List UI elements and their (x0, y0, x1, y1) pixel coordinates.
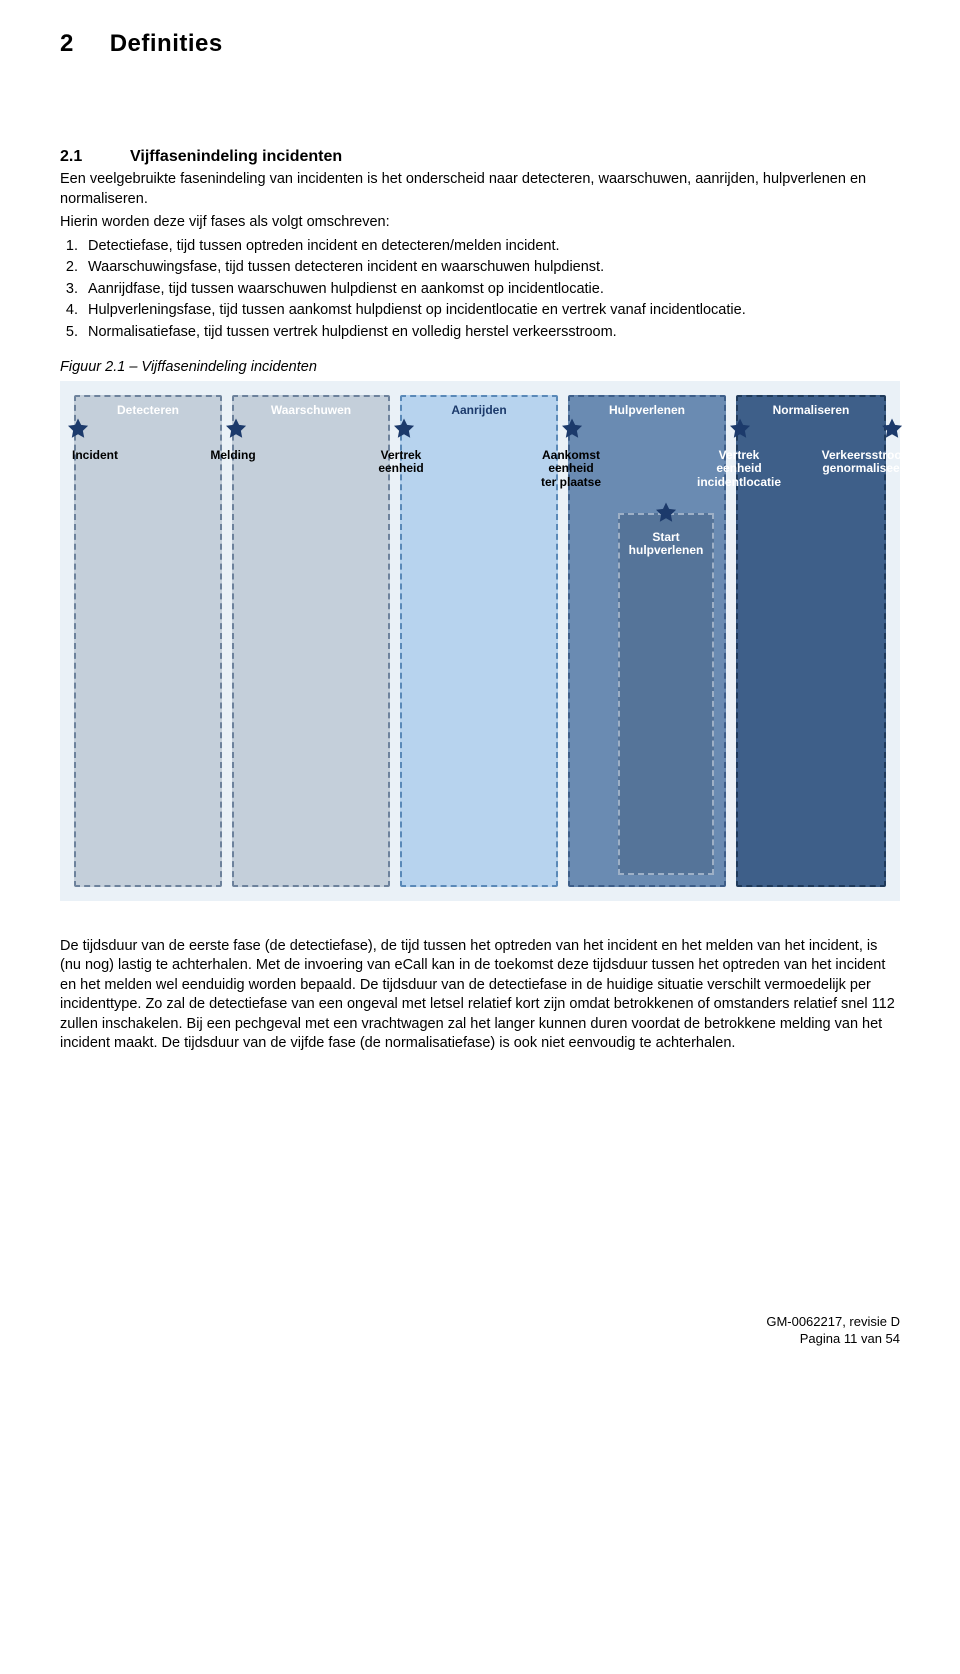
milestone-label: Incident (60, 449, 130, 463)
phase-list-item: Detectiefase, tijd tussen optreden incid… (82, 237, 900, 257)
section-title: Vijffasenindeling incidenten (130, 148, 342, 165)
milestone-star-icon (392, 417, 416, 441)
footer-page-number: Pagina 11 van 54 (60, 1331, 900, 1348)
milestone-star-icon (728, 417, 752, 441)
post-diagram-paragraph: De tijdsduur van de eerste fase (de dete… (60, 937, 900, 1054)
figure-caption: Figuur 2.1 – Vijffasenindeling incidente… (60, 359, 900, 375)
milestone-label: Vertrekeenheid (366, 449, 436, 477)
chapter-title: 2 Definities (60, 30, 900, 58)
milestone-label: Starthulpverlenen (616, 531, 716, 559)
phase-list-item: Waarschuwingsfase, tijd tussen detectere… (82, 258, 900, 278)
phase-ordered-list: Detectiefase, tijd tussen optreden incid… (60, 237, 900, 343)
milestone-label: Aankomsteenheidter plaatse (530, 449, 612, 490)
page-footer: GM-0062217, revisie D Pagina 11 van 54 (60, 1314, 900, 1348)
chapter-title-text: Definities (110, 30, 223, 57)
phase-diagram: Detecteren Waarschuwen Aanrijden Hulpverlen… (60, 381, 900, 901)
milestone-label: Melding (198, 449, 268, 463)
phase-column-label: Detecteren (76, 403, 220, 417)
phase-column-label: Waarschuwen (234, 403, 388, 417)
intro-paragraph: Een veelgebruikte fasenindeling van inci… (60, 170, 900, 209)
phase-column-label: Normaliseren (738, 403, 884, 417)
milestone-label: Verkeersstroomgenormaliseerd (814, 449, 920, 477)
section-number: 2.1 (60, 148, 130, 166)
phase-column-label: Aanrijden (402, 403, 556, 417)
chapter-number: 2 (60, 30, 74, 57)
milestone-star-icon (560, 417, 584, 441)
milestone-star-icon (880, 417, 904, 441)
phase-sub-box (618, 513, 714, 875)
phase-column-label: Hulpverlenen (570, 403, 724, 417)
list-lead-in: Hierin worden deze vijf fases als volgt … (60, 213, 900, 233)
phase-column: Detecteren (74, 395, 222, 887)
milestone-star-icon (224, 417, 248, 441)
footer-doc-id: GM-0062217, revisie D (60, 1314, 900, 1331)
section-heading: 2.1Vijffasenindeling incidenten (60, 148, 900, 166)
milestone-label: Vertrekeenheidincidentlocatie (692, 449, 786, 490)
phase-list-item: Aanrijdfase, tijd tussen waarschuwen hul… (82, 280, 900, 300)
phase-list-item: Normalisatiefase, tijd tussen vertrek hu… (82, 323, 900, 343)
milestone-star-icon (66, 417, 90, 441)
phase-list-item: Hulpverleningsfase, tijd tussen aankomst… (82, 301, 900, 321)
milestone-star-icon (654, 501, 678, 525)
